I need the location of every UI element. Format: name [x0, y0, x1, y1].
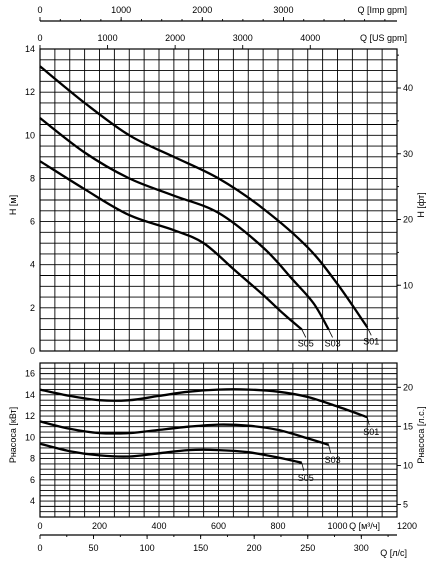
- us-gpm-tick-label: 2000: [165, 33, 185, 43]
- y-tick-label-right-bottom: 15: [403, 421, 413, 431]
- y-tick-label-left-bottom: 4: [30, 496, 35, 506]
- y-tick-label-right-bottom: 10: [403, 460, 413, 470]
- y-tick-label-left-top: 2: [30, 303, 35, 313]
- head-curve-s01: [39, 65, 369, 328]
- y-tick-label-left-bottom: 10: [25, 432, 35, 442]
- imp-gpm-tick-label: 0: [37, 5, 42, 15]
- us-gpm-tick-label: 4000: [300, 33, 320, 43]
- head-curve-s03: [39, 117, 330, 330]
- y-axis-label-right-top: H [фт]: [416, 192, 426, 217]
- m3h-tick-label: 600: [211, 521, 226, 531]
- ls-tick-label: 0: [37, 543, 42, 553]
- y-tick-label-left-bottom: 12: [25, 411, 35, 421]
- y-tick-label-left-top: 4: [30, 260, 35, 270]
- y-axis-label-right-bottom: Pнасоса [л.с.]: [416, 406, 426, 463]
- y-tick-label-left-top: 6: [30, 217, 35, 227]
- y-tick-label-right-bottom: 20: [403, 382, 413, 392]
- y-tick-label-right-top: 30: [403, 149, 413, 159]
- us-gpm-tick-label: 0: [37, 33, 42, 43]
- power-curve-label-s03: S03: [325, 455, 341, 465]
- grid: [40, 49, 397, 517]
- head-curve-label-s03: S03: [325, 338, 341, 348]
- ls-tick-label: 300: [354, 543, 369, 553]
- frames: [39, 17, 401, 539]
- y-tick-label-left-bottom: 6: [30, 475, 35, 485]
- ls-tick-label: 150: [193, 543, 208, 553]
- m3h-tick-label: 400: [151, 521, 166, 531]
- y-tick-label-right-top: 10: [403, 280, 413, 290]
- m3h-tick-label: 0: [37, 521, 42, 531]
- y-axis-label-left-bottom: Pнасоса [кВт]: [8, 407, 18, 463]
- bottom-plot-frame: [39, 362, 398, 518]
- y-tick-label-right-bottom: 5: [403, 499, 408, 509]
- m3h-tick-label: 1000: [327, 521, 347, 531]
- power-label-leader-s03: [328, 444, 331, 453]
- labels: Q [Imp gpm] Q [US gpm] H [м] H [фт] Pнас…: [8, 5, 426, 558]
- power-curve-s05: [39, 442, 303, 464]
- y-tick-label-left-bottom: 8: [30, 454, 35, 464]
- ls-tick-label: 200: [247, 543, 262, 553]
- m3h-tick-label: 800: [270, 521, 285, 531]
- power-curve-label-s05: S05: [298, 473, 314, 483]
- ls-tick-label: 50: [89, 543, 99, 553]
- x-axis-label-ls: Q [л/с]: [380, 548, 407, 558]
- y-tick-label-right-top: 40: [403, 83, 413, 93]
- y-tick-label-left-top: 8: [30, 173, 35, 183]
- x-axis-label-m3h: Q [м³/ч]: [349, 521, 380, 531]
- power-curve-label-s01: S01: [363, 427, 379, 437]
- x-axis-label-us-gpm: Q [US gpm]: [360, 33, 407, 43]
- y-tick-label-left-top: 0: [30, 346, 35, 356]
- head-curve-label-s05: S05: [298, 338, 314, 348]
- head-curve-label-s01: S01: [363, 336, 379, 346]
- imp-gpm-tick-label: 1000: [111, 5, 131, 15]
- imp-gpm-tick-label: 3000: [273, 5, 293, 15]
- us-gpm-tick-label: 1000: [98, 33, 118, 43]
- us-gpm-tick-label: 3000: [233, 33, 253, 43]
- power-curve-s03: [39, 420, 329, 446]
- y-axis-label-left-top: H [м]: [8, 195, 18, 215]
- head-label-leader-s01: [366, 327, 372, 336]
- imp-gpm-tick-label: 2000: [192, 5, 212, 15]
- head-label-leader-s03: [328, 329, 333, 338]
- x-axis-label-imp-gpm: Q [Imp gpm]: [357, 5, 407, 15]
- y-tick-label-left-top: 10: [25, 130, 35, 140]
- power-label-leader-s05: [301, 462, 305, 471]
- power-curve-s01: [39, 388, 368, 419]
- ls-tick-label: 100: [140, 543, 155, 553]
- m3h-tick-label: 200: [92, 521, 107, 531]
- y-tick-label-right-top: 20: [403, 215, 413, 225]
- y-tick-label-left-top: 14: [25, 44, 35, 54]
- y-tick-label-left-bottom: 14: [25, 390, 35, 400]
- curves: [39, 65, 372, 471]
- m3h-tick-label: 1200: [397, 521, 417, 531]
- ls-tick-label: 250: [300, 543, 315, 553]
- y-tick-label-left-top: 12: [25, 87, 35, 97]
- top-plot-frame: [39, 48, 398, 352]
- head-curve-s05: [39, 160, 303, 331]
- y-tick-label-left-bottom: 16: [25, 369, 35, 379]
- power-label-leader-s01: [366, 417, 370, 426]
- head-label-leader-s05: [301, 329, 307, 338]
